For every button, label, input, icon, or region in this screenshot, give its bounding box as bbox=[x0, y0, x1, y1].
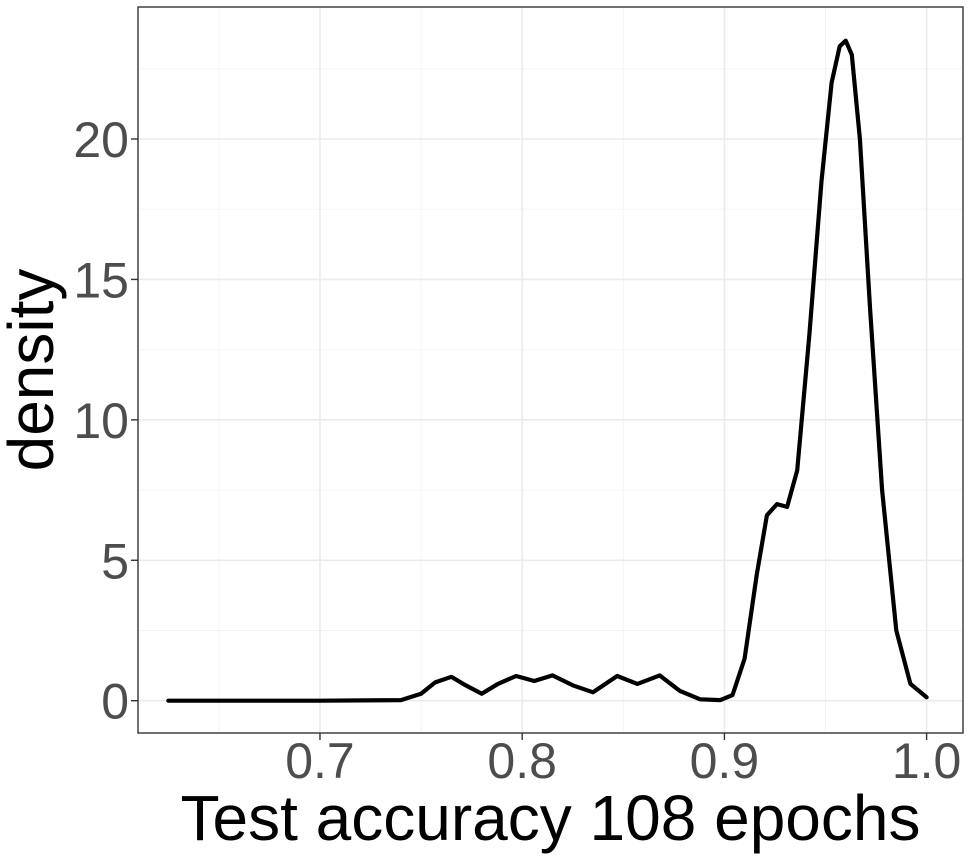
x-tick-label: 0.8 bbox=[487, 733, 557, 789]
x-tick-label: 0.7 bbox=[285, 733, 355, 789]
y-tick-label: 20 bbox=[73, 112, 129, 168]
x-axis: 0.7 0.8 0.9 1.0 bbox=[285, 733, 961, 789]
y-axis: 0 5 10 15 20 bbox=[73, 112, 138, 730]
x-axis-title: Test accuracy 108 epochs bbox=[181, 782, 921, 854]
y-tick-label: 10 bbox=[73, 393, 129, 449]
density-curve bbox=[166, 38, 929, 703]
minor-grid bbox=[138, 7, 963, 733]
y-tick-label: 15 bbox=[73, 252, 129, 308]
y-axis-title: density bbox=[0, 269, 67, 472]
x-tick-label: 0.9 bbox=[690, 733, 760, 789]
y-tick-label: 0 bbox=[101, 674, 129, 730]
y-tick-label: 5 bbox=[101, 533, 129, 589]
x-tick-label: 1.0 bbox=[892, 733, 962, 789]
series-layer bbox=[166, 38, 929, 703]
major-grid bbox=[138, 7, 963, 733]
panel-border bbox=[137, 6, 964, 734]
